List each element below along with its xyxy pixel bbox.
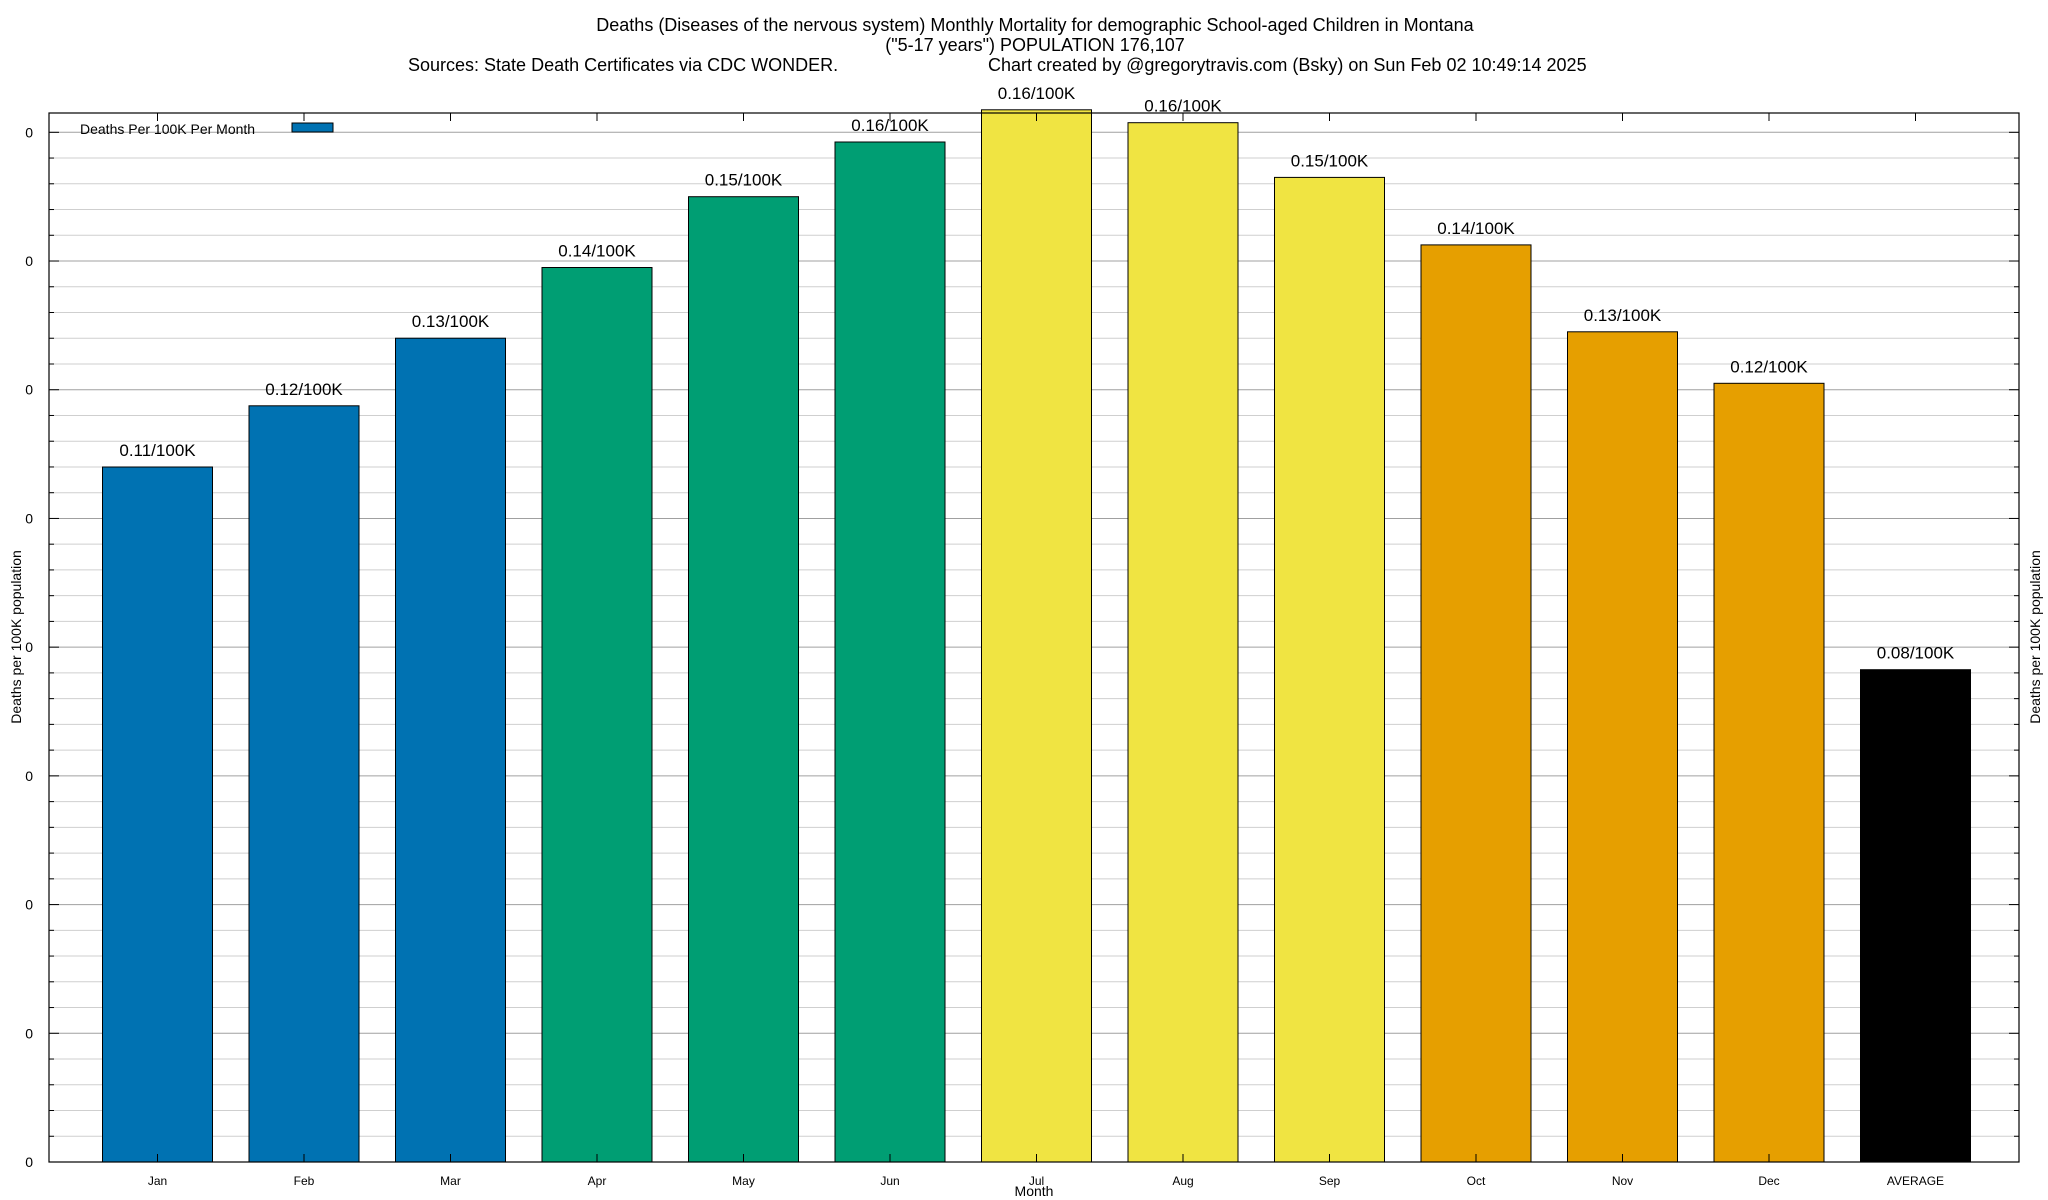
y-tick-label: 0 bbox=[25, 382, 33, 398]
y-tick-label: 0 bbox=[25, 1154, 33, 1170]
x-tick-label: Dec bbox=[1758, 1174, 1779, 1188]
y2-axis-title: Deaths per 100K population bbox=[2027, 550, 2043, 724]
bar-nov bbox=[1567, 331, 1678, 1163]
x-tick-label: Oct bbox=[1467, 1174, 1486, 1188]
data-label-may: 0.15/100K bbox=[705, 171, 783, 190]
x-ticks: Jan Feb Mar Apr May Jun Jul Aug Sep Oct Nov Dec AVER… bbox=[148, 113, 1944, 1188]
chart-subtitle: ("5-17 years") POPULATION 176,107 bbox=[885, 35, 1185, 55]
data-label-average: 0.08/100K bbox=[1877, 644, 1955, 663]
x-tick-label: Apr bbox=[588, 1174, 607, 1188]
x-tick-label: Mar bbox=[440, 1174, 461, 1188]
bar-feb bbox=[248, 405, 360, 1163]
y-axis-title: Deaths per 100K population bbox=[8, 550, 24, 724]
bar-may bbox=[688, 196, 799, 1163]
y-tick-label: 0 bbox=[25, 253, 33, 269]
x-tick-label: Jan bbox=[148, 1174, 167, 1188]
x-tick-label: AVERAGE bbox=[1887, 1174, 1944, 1188]
data-label-nov: 0.13/100K bbox=[1584, 306, 1662, 325]
x-tick-label: Feb bbox=[294, 1174, 315, 1188]
y-tick-label: 0 bbox=[25, 639, 33, 655]
bar-sep bbox=[1274, 176, 1385, 1163]
data-label-jan: 0.11/100K bbox=[119, 441, 196, 460]
x-tick-label: Sep bbox=[1319, 1174, 1341, 1188]
data-label-mar: 0.13/100K bbox=[412, 312, 490, 331]
data-label-feb: 0.12/100K bbox=[265, 380, 343, 399]
bar-average bbox=[1860, 669, 1971, 1163]
data-label-oct: 0.14/100K bbox=[1437, 219, 1515, 238]
y-tick-label: 0 bbox=[25, 510, 33, 526]
x-tick-label: Jun bbox=[880, 1174, 899, 1188]
y-tick-label: 0 bbox=[25, 768, 33, 784]
bar-mar bbox=[395, 337, 506, 1163]
data-label-jul: 0.16/100K bbox=[998, 84, 1076, 103]
bar-jul bbox=[981, 109, 1092, 1163]
bar-oct bbox=[1420, 244, 1532, 1163]
x-axis-title: Month bbox=[1015, 1183, 1054, 1199]
bars bbox=[102, 109, 1971, 1163]
bar-jan bbox=[102, 466, 213, 1163]
legend-label: Deaths Per 100K Per Month bbox=[80, 121, 255, 137]
bar-apr bbox=[541, 267, 653, 1163]
chart-sources: Sources: State Death Certificates via CD… bbox=[408, 55, 838, 75]
x-tick-label: Aug bbox=[1172, 1174, 1193, 1188]
data-label-sep: 0.15/100K bbox=[1291, 151, 1369, 170]
plot-border bbox=[48, 112, 2020, 1163]
x-tick-label: May bbox=[732, 1174, 755, 1188]
y-tick-label: 0 bbox=[25, 124, 33, 140]
chart-credit: Chart created by @gregorytravis.com (Bsk… bbox=[988, 55, 1587, 75]
chart-title: Deaths (Diseases of the nervous system) … bbox=[596, 15, 1474, 35]
data-label-dec: 0.12/100K bbox=[1730, 357, 1808, 376]
legend-swatch bbox=[291, 122, 334, 133]
legend: Deaths Per 100K Per Month bbox=[80, 121, 334, 137]
x-tick-label: Nov bbox=[1612, 1174, 1633, 1188]
bar-aug bbox=[1127, 122, 1239, 1163]
x-tick-label: Jul bbox=[1029, 1174, 1044, 1188]
bar-dec bbox=[1713, 382, 1825, 1163]
data-label-jun: 0.16/100K bbox=[851, 116, 929, 135]
data-label-aug: 0.16/100K bbox=[1144, 97, 1222, 116]
y-tick-label: 0 bbox=[25, 1025, 33, 1041]
data-label-apr: 0.14/100K bbox=[558, 242, 636, 261]
y-ticks: 0 0 0 0 0 0 0 0 0 bbox=[25, 124, 2019, 1170]
bar-jun bbox=[834, 141, 946, 1163]
y-tick-label: 0 bbox=[25, 897, 33, 913]
data-labels: 0.11/100K 0.12/100K 0.13/100K 0.14/100K 0.15… bbox=[119, 84, 1955, 663]
